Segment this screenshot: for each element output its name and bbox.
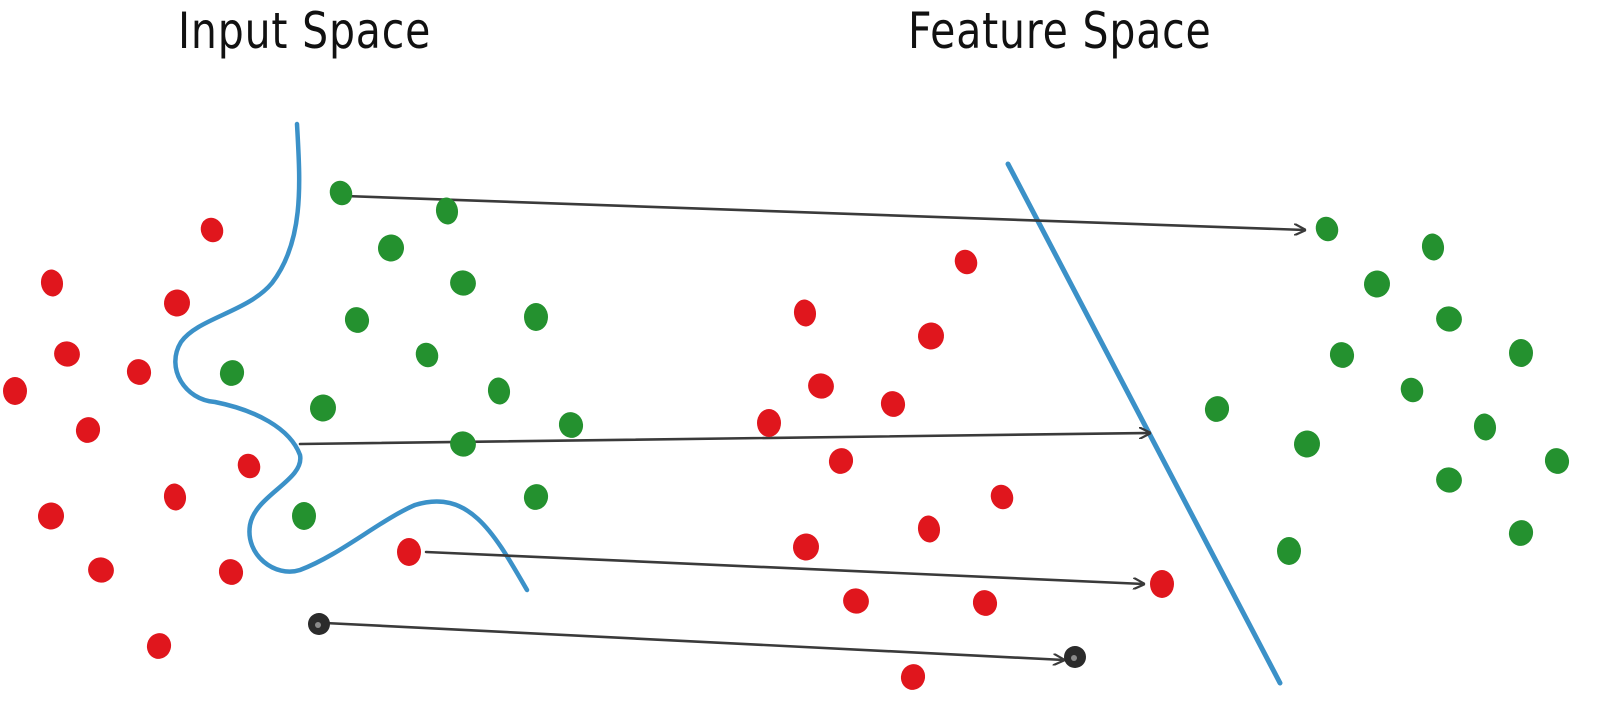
input-query-point [308, 613, 330, 635]
input-red-point [88, 557, 114, 583]
feature-space-boundary-line [1005, 161, 1283, 686]
input-green-point [329, 180, 353, 206]
feature-green-point [1421, 233, 1445, 261]
feature-red-point [880, 391, 906, 417]
feature-red-point [990, 484, 1014, 510]
feature-red-point [843, 588, 869, 614]
feature-red-point [972, 590, 998, 616]
feature-red-point [828, 448, 854, 474]
input-red-point [163, 289, 191, 317]
input-green-point [558, 412, 584, 438]
input-space-boundary-curve [173, 121, 530, 593]
input-green-point [344, 307, 370, 333]
input-green-point [435, 197, 459, 225]
input-red-point [146, 633, 172, 659]
feature-red-point [917, 322, 945, 350]
input-green-point [219, 360, 245, 386]
input-green-point [450, 431, 476, 457]
feature-space-title: Feature Space [908, 2, 1212, 60]
mapping-arrow-red [424, 550, 1146, 584]
feature-red-point [792, 533, 820, 561]
feature-green-point [1329, 342, 1355, 368]
feature-green-point [1508, 520, 1534, 546]
mapping-arrow-green [343, 194, 1307, 230]
input-red-point [75, 417, 101, 443]
feature-green-point [1293, 430, 1321, 458]
input-red-point [200, 217, 224, 243]
input-red-point [163, 483, 187, 511]
input-green-point [487, 377, 511, 405]
feature-red-point [1150, 570, 1174, 598]
input-space-title: Input Space [178, 2, 432, 60]
mapping-arrow-boundary [298, 433, 1152, 446]
mapping-arrows [298, 194, 1307, 660]
feature-green-point [1544, 448, 1570, 474]
feature-red-point [954, 249, 978, 275]
input-green-point [524, 303, 548, 331]
feature-green-point [1436, 467, 1462, 493]
feature-query-point-highlight [1071, 655, 1077, 661]
feature-red-point [917, 515, 941, 543]
feature-green-point [1363, 270, 1391, 298]
feature-red-point [793, 299, 817, 327]
mapping-arrow-query [323, 621, 1066, 660]
input-red-point [40, 269, 64, 297]
feature-green-point [1436, 306, 1462, 332]
input-red-point [237, 453, 261, 479]
feature-green-point [1473, 413, 1497, 441]
input-green-point [377, 234, 405, 262]
feature-green-point [1400, 377, 1424, 403]
input-green-point [415, 342, 439, 368]
feature-red-point [900, 664, 926, 690]
input-green-point [523, 484, 549, 510]
input-green-point [309, 394, 337, 422]
input-space-points [3, 180, 584, 659]
feature-query-point [1064, 646, 1086, 668]
input-red-point [397, 538, 421, 566]
feature-green-point [1509, 339, 1533, 367]
feature-space-points [757, 216, 1570, 690]
input-red-point [37, 502, 65, 530]
feature-green-point [1204, 396, 1230, 422]
feature-green-point [1315, 216, 1339, 242]
input-red-point [54, 341, 80, 367]
input-green-point [450, 270, 476, 296]
input-red-point [3, 377, 27, 405]
input-green-point [292, 502, 316, 530]
feature-green-point [1277, 537, 1301, 565]
feature-red-point [757, 409, 781, 437]
input-red-point [218, 559, 244, 585]
input-query-point-highlight [315, 622, 321, 628]
input-red-point [126, 359, 152, 385]
feature-red-point [808, 373, 834, 399]
